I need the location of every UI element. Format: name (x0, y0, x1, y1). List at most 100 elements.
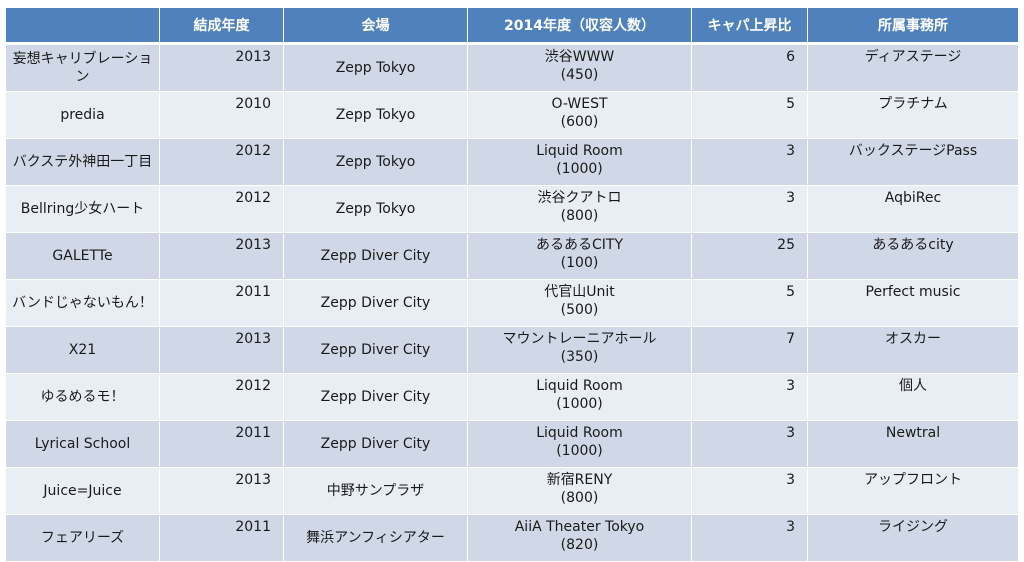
agency: AqbiRec (884, 190, 942, 206)
venue-2014: Liquid Room (536, 143, 623, 159)
venue-cell: Zepp Diver City (284, 233, 468, 280)
header-cell: 会場 (284, 8, 468, 45)
capacity-ratio: 25 (777, 237, 795, 253)
group-name-cell: predia (6, 92, 160, 139)
venue-cell: Zepp Diver City (284, 327, 468, 374)
agency-cell: バックステージPass (808, 139, 1018, 186)
group-name: X21 (68, 342, 97, 358)
venue-2014: あるあるCITY (535, 237, 623, 253)
venue-2014-cell: Liquid Room (1000) (468, 139, 692, 186)
agency: Perfect music (865, 284, 961, 300)
table-row: バクステ外神田一丁目 2012 Zepp Tokyo Liquid Room (1000… (6, 139, 1018, 186)
venue-2014-cell: あるあるCITY (100) (468, 233, 692, 280)
group-name: フェアリーズ (40, 530, 125, 546)
agency: プラチナム (878, 96, 948, 112)
agency-cell: Newtral (808, 421, 1018, 468)
agency-cell: アップフロント (808, 468, 1018, 515)
formation-year: 2011 (235, 425, 271, 441)
group-name-cell: 妄想キャリブレーション (6, 45, 160, 92)
venue-2014: Liquid Room (536, 425, 623, 441)
capacity-ratio-cell: 3 (692, 374, 808, 421)
capacity: (1000) (556, 443, 603, 459)
venue: Zepp Diver City (320, 248, 431, 264)
venue-2014: 渋谷WWW (544, 49, 615, 65)
venue-2014-cell: 新宿RENY (800) (468, 468, 692, 515)
capacity: (600) (560, 114, 599, 130)
venue-2014-cell: Liquid Room (1000) (468, 374, 692, 421)
agency-cell: あるあるcity (808, 233, 1018, 280)
agency: 個人 (899, 378, 927, 394)
formation-year-cell: 2010 (160, 92, 284, 139)
capacity-ratio: 3 (786, 143, 795, 159)
venue: Zepp Tokyo (335, 60, 416, 76)
venue-2014-cell: 代官山Unit (500) (468, 280, 692, 327)
venue-2014-cell: 渋谷クアトロ (800) (468, 186, 692, 233)
agency: ライジング (878, 519, 948, 535)
formation-year-cell: 2011 (160, 280, 284, 327)
table-row: X21 2013 Zepp Diver City マウントレーニアホール (350) 7 オ… (6, 327, 1018, 374)
group-name: 妄想キャリブレーション (12, 51, 153, 85)
group-name: Bellring少女ハート (20, 201, 145, 217)
venue-cell: Zepp Tokyo (284, 186, 468, 233)
table-row: GALETTe 2013 Zepp Diver City あるあるCITY (100) 2… (6, 233, 1018, 280)
table-body: 妄想キャリブレーション 2013 Zepp Tokyo 渋谷WWW (450) 6 ディアス… (6, 45, 1018, 562)
group-name-cell: X21 (6, 327, 160, 374)
table-row: バンドじゃないもん！ 2011 Zepp Diver City 代官山Unit (500… (6, 280, 1018, 327)
agency-cell: 個人 (808, 374, 1018, 421)
capacity-ratio: 3 (786, 472, 795, 488)
agency: Newtral (885, 425, 941, 441)
venue: Zepp Tokyo (335, 154, 416, 170)
capacity-ratio: 5 (786, 96, 795, 112)
formation-year-cell: 2013 (160, 45, 284, 92)
group-name: バンドじゃないもん！ (12, 295, 153, 311)
venue-cell: Zepp Diver City (284, 421, 468, 468)
group-name: predia (60, 107, 105, 123)
formation-year: 2011 (235, 519, 271, 535)
agency: オスカー (885, 331, 941, 347)
group-name-cell: Bellring少女ハート (6, 186, 160, 233)
capacity: (100) (560, 255, 599, 271)
agency-cell: ディアステージ (808, 45, 1018, 92)
formation-year: 2013 (235, 331, 271, 347)
formation-year-cell: 2012 (160, 186, 284, 233)
capacity-ratio: 5 (786, 284, 795, 300)
venue-2014: 代官山Unit (544, 284, 615, 300)
formation-year-cell: 2013 (160, 233, 284, 280)
venue-2014: AiiA Theater Tokyo (514, 519, 645, 535)
formation-year: 2010 (235, 96, 271, 112)
venue-2014: Liquid Room (536, 378, 623, 394)
capacity: (800) (560, 490, 599, 506)
formation-year-cell: 2013 (160, 468, 284, 515)
agency: あるあるcity (872, 237, 954, 253)
venue: Zepp Diver City (320, 389, 431, 405)
venue: Zepp Diver City (320, 436, 431, 452)
agency-cell: プラチナム (808, 92, 1018, 139)
capacity: (1000) (556, 396, 603, 412)
capacity: (350) (560, 349, 599, 365)
group-name: Lyrical School (34, 436, 131, 452)
group-name: バクステ外神田一丁目 (12, 154, 153, 170)
capacity-ratio: 3 (786, 519, 795, 535)
header-cell: 2014年度（収容人数） (468, 8, 692, 45)
venue-cell: 中野サンプラザ (284, 468, 468, 515)
formation-year: 2013 (235, 472, 271, 488)
capacity-ratio-cell: 3 (692, 421, 808, 468)
agency-cell: Perfect music (808, 280, 1018, 327)
group-name: ゆるめるモ！ (40, 389, 125, 405)
venue: Zepp Tokyo (335, 201, 416, 217)
capacity-ratio: 7 (786, 331, 795, 347)
group-name: GALETTe (52, 248, 113, 264)
venue: 舞浜アンフィシアター (306, 530, 445, 546)
agency-cell: オスカー (808, 327, 1018, 374)
capacity-ratio-cell: 25 (692, 233, 808, 280)
capacity-ratio-cell: 7 (692, 327, 808, 374)
header-cell: 結成年度 (160, 8, 284, 45)
capacity-ratio: 6 (786, 49, 795, 65)
group-name: Juice=Juice (43, 483, 122, 499)
venue-cell: Zepp Diver City (284, 374, 468, 421)
capacity: (500) (560, 302, 599, 318)
group-name-cell: ゆるめるモ！ (6, 374, 160, 421)
header-row: 結成年度 会場 2014年度（収容人数） キャパ上昇比 所属事務所 (6, 8, 1018, 45)
capacity-ratio-cell: 5 (692, 92, 808, 139)
formation-year-cell: 2012 (160, 374, 284, 421)
